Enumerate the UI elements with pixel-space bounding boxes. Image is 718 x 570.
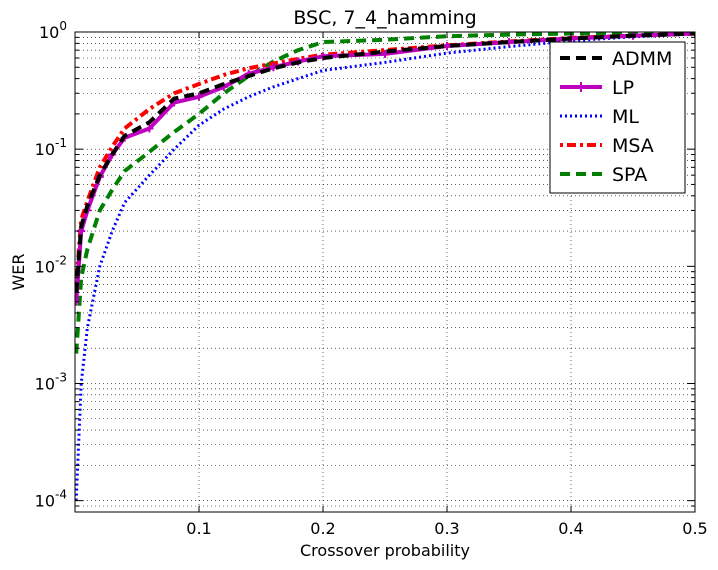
y-tick-label: 10-1 [35,136,67,159]
series-marker-lp [381,49,389,58]
series-line-ml [75,32,695,501]
y-tick-label: 10-2 [35,253,67,276]
x-tick-label: 0.5 [682,519,707,538]
legend-box [549,41,686,194]
series-line-admm [75,32,695,293]
x-tick-label: 0.3 [434,519,459,538]
x-tick-label: 0.4 [558,519,583,538]
y-axis-label: WER [9,253,28,290]
series-marker-lp [443,41,451,50]
legend-label-lp: LP [612,77,634,99]
legend-label-msa: MSA [612,135,654,157]
legend-label-spa: SPA [612,164,647,186]
x-tick-label: 0.1 [186,519,211,538]
y-tick-label: 10-4 [35,488,67,511]
plot-area [75,32,695,501]
y-tick-label: 10-3 [35,370,67,393]
series-line-msa [75,32,695,285]
series-marker-lp [145,124,154,133]
chart-title: BSC, 7_4_hamming [293,7,476,29]
axis-ticks: 0.1 0.2 0.3 0.4 0.5 10-4 10-3 10-2 10-1 100 [35,19,708,538]
series-line-spa [75,32,695,354]
legend: ADMM LP ML MSA SPA [549,41,686,194]
y-tick-label: 100 [39,19,67,42]
series-marker-lp [195,92,203,101]
legend-marker-lp [576,82,586,92]
x-axis-label: Crossover probability [300,541,470,560]
legend-label-admm: ADMM [612,48,672,70]
legend-label-ml: ML [612,106,639,128]
x-tick-label: 0.2 [310,519,335,538]
